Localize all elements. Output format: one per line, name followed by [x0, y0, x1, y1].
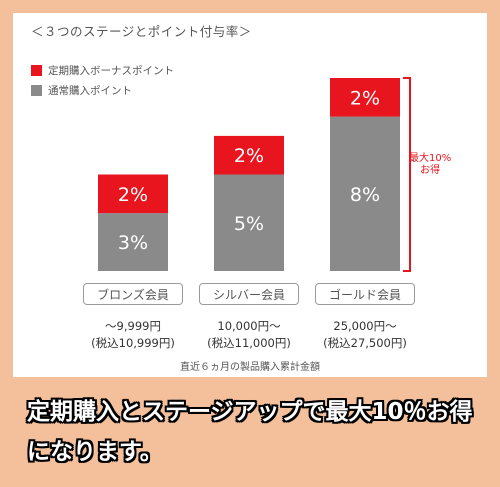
legend-normal: 通常購入ポイント — [31, 83, 132, 98]
bar-gold-bonus — [330, 78, 400, 117]
chart-title: ＜３つのステージとポイント付与率＞ — [31, 24, 252, 39]
bar-label-silver-bonus: 2% — [234, 145, 264, 167]
legend-bonus-label: 定期購入ボーナスポイント — [48, 65, 174, 77]
tier-label-silver: シルバー会員 — [199, 283, 299, 305]
max-annotation-line2: お得 — [420, 164, 441, 176]
bar-silver-bonus — [214, 135, 284, 175]
price-bronze-tax: (税込10,999円) — [91, 336, 175, 351]
bar-gold-normal — [330, 116, 400, 271]
chart-card: ＜３つのステージとポイント付与率＞ 定期購入ボーナスポイント 通常購入ポイント … — [13, 13, 487, 377]
price-silver-tax: (税込11,000円) — [207, 336, 291, 351]
price-bronze: 〜9,999円 (税込10,999円) — [83, 318, 183, 353]
bar-bronze-bonus — [98, 174, 168, 214]
legend-normal-swatch — [31, 85, 42, 96]
price-gold-tax: (税込27,500円) — [323, 336, 407, 351]
legend-bonus-swatch — [31, 65, 42, 76]
bar-label-bronze-bonus: 2% — [118, 184, 148, 206]
tier-label-bronze: ブロンズ会員 — [83, 283, 183, 305]
max-annotation-line1: 最大10% — [409, 153, 452, 164]
max-bracket — [403, 77, 411, 272]
stacked-bar-chart: 3% 2% 5% 2% 8% 2% — [98, 77, 411, 272]
bar-bronze-normal — [98, 213, 168, 271]
bar-silver-normal — [214, 174, 284, 271]
caption: 定期購入とステージアップで最大10％お得になります。 — [27, 399, 473, 465]
bar-label-gold-bonus: 2% — [350, 87, 380, 109]
price-silver-range: 10,000円〜 — [217, 319, 281, 333]
max-annotation: 最大10% お得 — [409, 153, 451, 176]
price-gold: 25,000円〜 (税込27,500円) — [315, 318, 415, 353]
price-bronze-range: 〜9,999円 — [105, 319, 161, 333]
legend-normal-label: 通常購入ポイント — [48, 85, 132, 97]
tier-label-gold: ゴールド会員 — [315, 283, 415, 305]
price-silver: 10,000円〜 (税込11,000円) — [199, 318, 299, 353]
price-gold-range: 25,000円〜 — [333, 319, 397, 333]
bar-label-bronze-normal: 3% — [118, 232, 148, 254]
bar-label-gold-normal: 8% — [350, 184, 380, 206]
bar-label-silver-normal: 5% — [234, 213, 264, 235]
footnote: 直近６ヵ月の製品購入累計金額 — [180, 362, 320, 373]
legend-bonus: 定期購入ボーナスポイント — [31, 63, 174, 78]
